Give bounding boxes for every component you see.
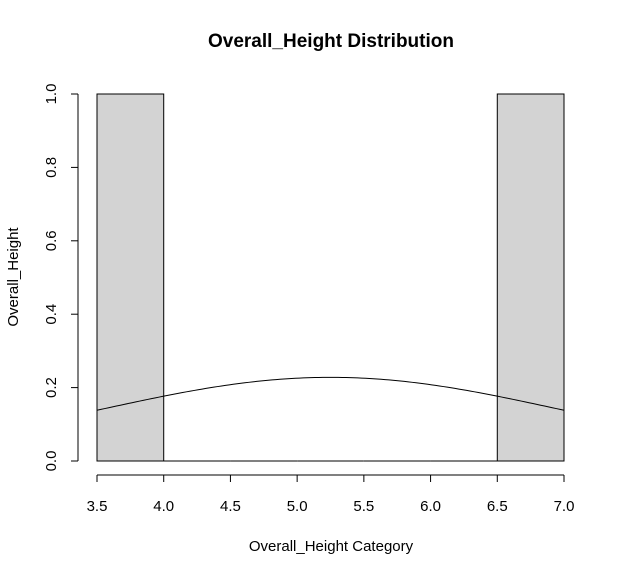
x-axis-label: Overall_Height Category <box>249 538 414 555</box>
x-tick-label: 5.5 <box>353 498 374 515</box>
y-tick-label: 0.8 <box>43 157 60 178</box>
x-axis: 3.5 4.0 4.5 5.0 5.5 6.0 6.5 7.0 <box>87 474 575 515</box>
y-tick-label: 0.4 <box>43 304 60 325</box>
y-tick-label: 0.6 <box>43 230 60 251</box>
chart-title: Overall_Height Distribution <box>208 31 454 52</box>
x-tick-label: 4.0 <box>153 498 174 515</box>
y-tick-label: 1.0 <box>43 84 60 105</box>
y-axis-label: Overall_Height <box>5 227 22 327</box>
x-tick-label: 7.0 <box>554 498 575 515</box>
y-tick-label: 0.2 <box>43 377 60 398</box>
x-tick-label: 4.5 <box>220 498 241 515</box>
x-tick-label: 6.0 <box>420 498 441 515</box>
density-curve <box>96 376 565 411</box>
x-tick-label: 6.5 <box>487 498 508 515</box>
y-axis: 0.0 0.2 0.4 0.6 0.8 1.0 <box>43 84 79 472</box>
histogram-bar <box>96 93 165 462</box>
histogram-bar <box>496 93 565 462</box>
bars-group <box>96 93 565 462</box>
y-tick-label: 0.0 <box>43 451 60 472</box>
density-curve-group <box>96 376 565 411</box>
x-tick-label: 5.0 <box>287 498 308 515</box>
x-tick-label: 3.5 <box>87 498 108 515</box>
